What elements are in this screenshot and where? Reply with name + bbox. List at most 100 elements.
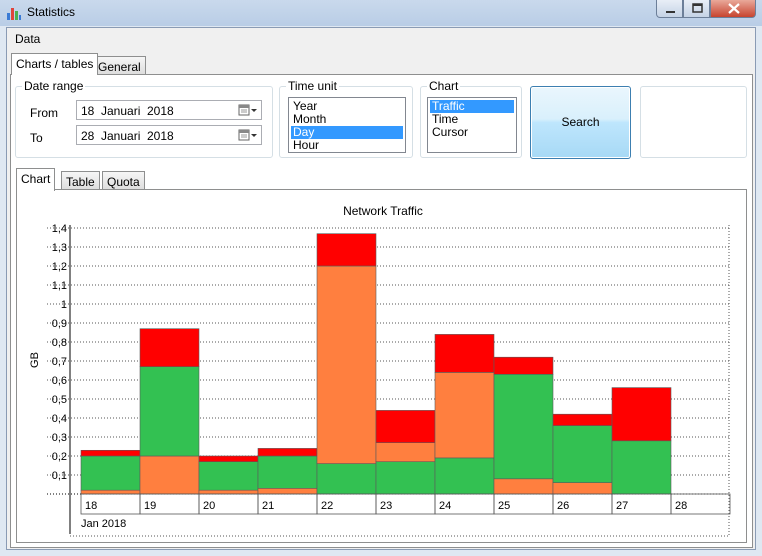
x-tick-label: 25 xyxy=(498,500,510,512)
x-tick-label: 28 xyxy=(675,500,687,512)
tab-charts-tables[interactable]: Charts / tables xyxy=(11,53,99,75)
window-client: Data Charts / tables General Date range … xyxy=(6,27,756,550)
bar-segment xyxy=(375,461,436,495)
bar-segment xyxy=(611,440,672,495)
time-unit-option[interactable]: Hour xyxy=(293,138,320,152)
bar-segment xyxy=(80,455,141,491)
x-tick-label: 24 xyxy=(439,500,451,512)
y-tick-label: 0,4 xyxy=(52,413,67,425)
x-tick-label: 18 xyxy=(85,500,97,512)
to-year: 2018 xyxy=(147,129,174,143)
empty-panel xyxy=(640,86,747,158)
y-axis-label: GB xyxy=(29,352,41,368)
bar-segment xyxy=(375,442,436,462)
bar-segment xyxy=(198,489,259,495)
bar-segment xyxy=(434,372,495,459)
x-axis-label: Jan 2018 xyxy=(81,518,126,530)
y-tick-label: 1,4 xyxy=(52,223,67,235)
bar-segment xyxy=(257,487,318,495)
calendar-dropdown-icon[interactable] xyxy=(238,129,258,142)
bar-segment xyxy=(493,356,554,375)
tab-table[interactable]: Table xyxy=(61,171,100,190)
bar-segment xyxy=(552,413,613,426)
chart-type-listbox[interactable]: Traffic Time Cursor xyxy=(427,97,517,153)
bar-segment xyxy=(552,482,613,495)
y-tick-label: 0,6 xyxy=(52,375,67,387)
y-tick-label: 0,8 xyxy=(52,337,67,349)
menu-data[interactable]: Data xyxy=(15,32,41,46)
bar-segment xyxy=(316,463,377,495)
bar-segment xyxy=(316,233,377,267)
charts-tables-panel: Date range From 18 Januari 2018 To 28 Ja… xyxy=(10,74,753,548)
from-date-picker[interactable]: 18 Januari 2018 xyxy=(76,100,262,120)
window-title: Statistics xyxy=(27,5,76,19)
bar-segment xyxy=(611,387,672,442)
close-button[interactable] xyxy=(710,0,756,18)
from-label: From xyxy=(30,106,58,120)
close-icon xyxy=(728,3,740,14)
minimize-button[interactable] xyxy=(656,0,683,18)
x-tick-label: 19 xyxy=(144,500,156,512)
y-tick-label: 0,1 xyxy=(52,470,67,482)
bar-segment xyxy=(434,457,495,495)
bar-segment xyxy=(316,265,377,464)
x-axis-ticks: 18 19 20 21 22 23 24 25 26 27 28 xyxy=(80,493,731,515)
chart-type-option[interactable]: Time xyxy=(432,112,459,126)
calendar-dropdown-icon[interactable] xyxy=(238,104,258,117)
bar-segment xyxy=(375,410,436,443)
time-unit-option[interactable]: Month xyxy=(293,112,327,126)
to-day: 28 xyxy=(81,129,95,143)
chart-type-option-selected[interactable]: Traffic xyxy=(430,100,514,113)
maximize-button[interactable] xyxy=(683,0,710,18)
bar-segment xyxy=(198,455,259,462)
search-button[interactable]: Search xyxy=(530,86,631,159)
chart-type-title: Chart xyxy=(427,79,461,93)
chart-type-group: Chart Traffic Time Cursor xyxy=(420,79,522,158)
y-axis-ticks: 0,1 0,2 0,3 0,4 0,5 0,6 0,7 0,8 0,9 1 1,1 1,2 1,3 1,4 xyxy=(52,223,67,482)
time-unit-title: Time unit xyxy=(286,79,339,93)
bars xyxy=(80,233,672,495)
bar-segment xyxy=(493,478,554,495)
x-tick-label: 26 xyxy=(557,500,569,512)
maximize-icon xyxy=(692,3,703,13)
x-tick-cell xyxy=(670,493,731,515)
bar-segment xyxy=(139,455,200,495)
y-tick-label: 1 xyxy=(61,299,67,311)
menu-bar: Data xyxy=(7,28,755,50)
time-unit-listbox[interactable]: Year Month Day Hour xyxy=(288,97,406,153)
tab-general[interactable]: General xyxy=(93,56,146,74)
bar-segment xyxy=(552,425,613,483)
gridlines xyxy=(47,225,730,537)
x-tick-label: 22 xyxy=(321,500,333,512)
from-day: 18 xyxy=(81,104,95,118)
minimize-icon xyxy=(666,11,675,13)
y-tick-label: 0,5 xyxy=(52,394,67,406)
chart-app-icon xyxy=(7,8,21,20)
bar-segment xyxy=(139,366,200,457)
chart-title: Network Traffic xyxy=(343,204,423,218)
bar-segment xyxy=(139,328,200,367)
bar-segment xyxy=(257,455,318,489)
to-date-picker[interactable]: 28 Januari 2018 xyxy=(76,125,262,145)
bar-segment xyxy=(434,334,495,373)
date-range-title: Date range xyxy=(22,79,86,93)
time-unit-option-selected[interactable]: Day xyxy=(291,126,403,139)
x-tick-label: 20 xyxy=(203,500,215,512)
x-tick-label: 27 xyxy=(616,500,628,512)
chart-type-option[interactable]: Cursor xyxy=(432,125,469,139)
bar-segment xyxy=(257,448,318,457)
tab-quota[interactable]: Quota xyxy=(102,171,145,190)
x-tick-label: 21 xyxy=(262,500,274,512)
date-range-group: Date range From 18 Januari 2018 To 28 Ja… xyxy=(15,79,273,158)
from-month: Januari xyxy=(101,104,141,118)
title-bar: Statistics xyxy=(0,0,762,26)
bar-segment xyxy=(80,449,141,457)
to-label: To xyxy=(30,131,43,145)
time-unit-option[interactable]: Year xyxy=(293,99,318,113)
y-tick-label: 1,1 xyxy=(52,280,67,292)
y-tick-label: 1,3 xyxy=(52,242,67,254)
y-tick-label: 0,3 xyxy=(52,432,67,444)
y-tick-label: 0,9 xyxy=(52,318,67,330)
to-month: Januari xyxy=(101,129,141,143)
tab-chart[interactable]: Chart xyxy=(16,168,56,191)
